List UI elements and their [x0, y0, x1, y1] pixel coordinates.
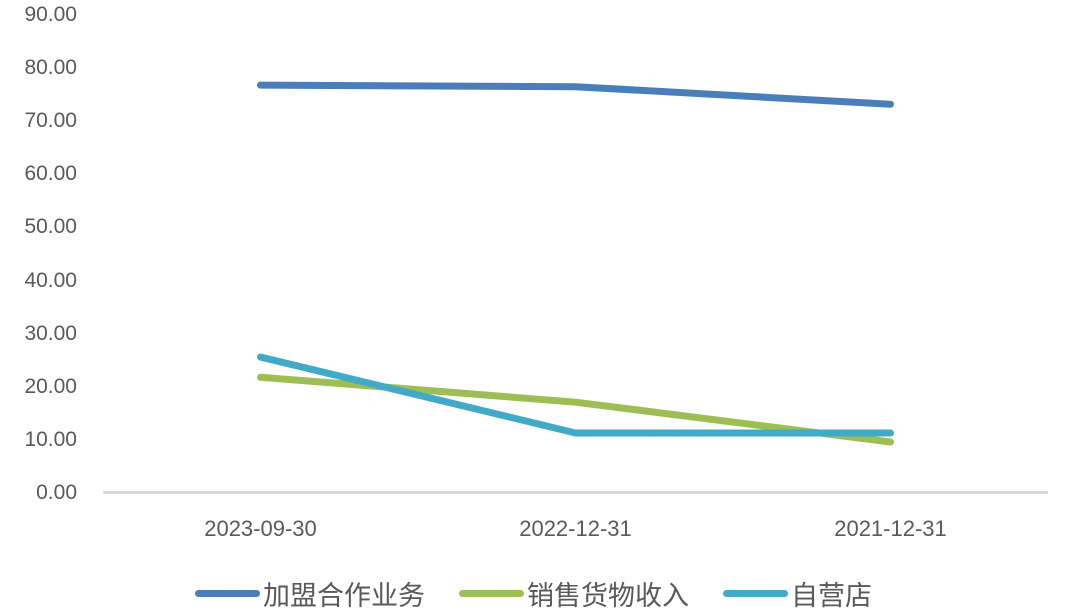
x-axis-label: 2022-12-31	[519, 516, 632, 541]
legend-line-swatch	[723, 590, 788, 597]
y-axis-tick-label: 70.00	[24, 109, 77, 133]
legend-line-swatch	[195, 590, 260, 597]
legend-label: 销售货物收入	[527, 581, 689, 611]
legend-label: 加盟合作业务	[263, 581, 425, 611]
y-axis-tick-label: 30.00	[24, 321, 77, 345]
y-axis-tick-label: 10.00	[24, 427, 77, 451]
legend-item: 销售货物收入	[459, 574, 689, 613]
x-axis-line	[103, 491, 1048, 494]
legend-item: 自营店	[723, 574, 872, 613]
series-line	[257, 353, 894, 437]
legend-label: 自营店	[791, 581, 872, 611]
series-line	[257, 81, 894, 108]
legend-item: 加盟合作业务	[195, 574, 425, 613]
x-axis-label: 2021-12-31	[834, 516, 947, 541]
legend: 加盟合作业务 销售货物收入 自营店	[195, 574, 872, 613]
y-axis-tick-label: 60.00	[24, 162, 77, 186]
x-axis-label: 2023-09-30	[204, 516, 317, 541]
y-axis-tick-label: 0.00	[36, 481, 77, 504]
y-axis-tick-label: 20.00	[24, 374, 77, 398]
y-axis-tick-label: 40.00	[24, 268, 77, 292]
y-axis-tick-label: 80.00	[24, 56, 77, 80]
y-axis-tick-label: 90.00	[24, 3, 77, 26]
legend-line-swatch	[459, 590, 524, 597]
y-axis-tick-label: 50.00	[24, 215, 77, 239]
